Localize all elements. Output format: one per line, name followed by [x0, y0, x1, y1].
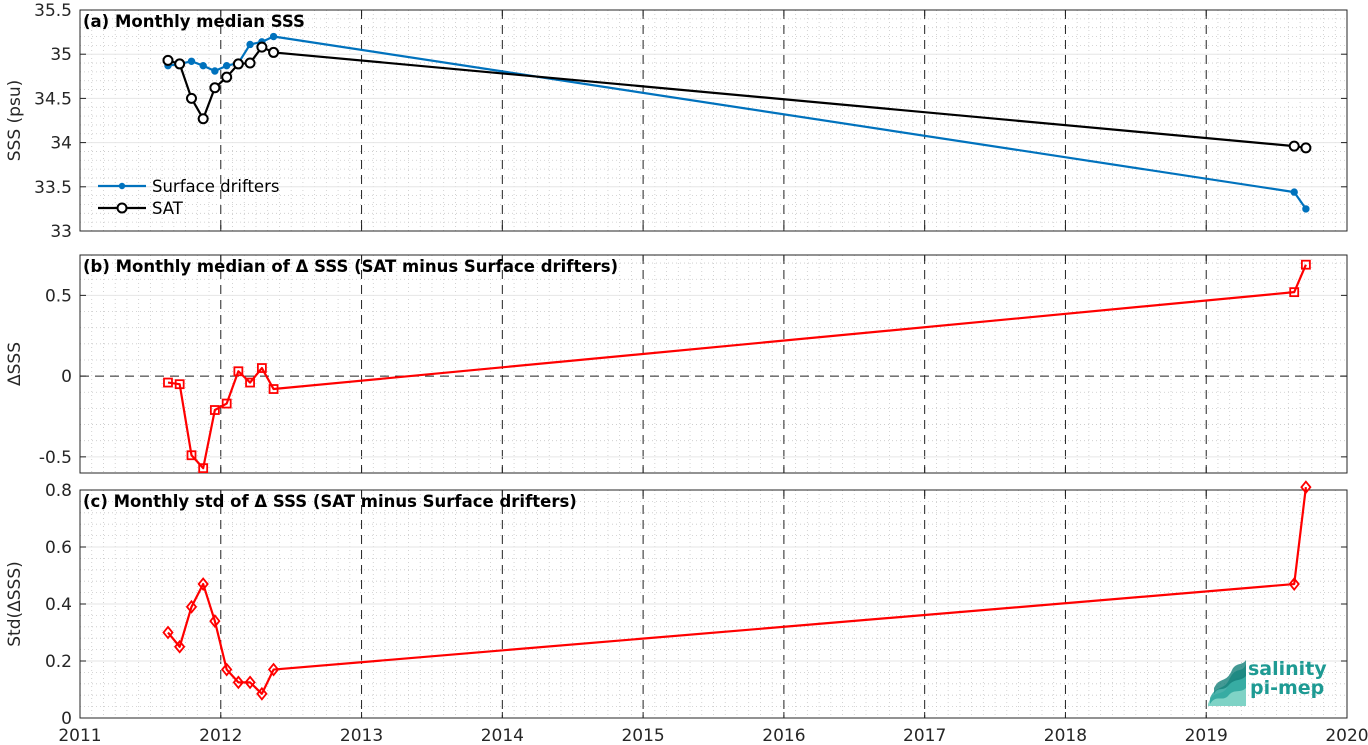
x-tick-label: 2014: [481, 726, 524, 745]
data-point: [1300, 259, 1311, 270]
x-tick-label: 2015: [621, 726, 664, 745]
series-line: [167, 264, 1307, 470]
logo-text-line1: salinity: [1248, 658, 1327, 680]
x-tick-label: 2018: [1044, 726, 1087, 745]
data-point: [197, 577, 209, 591]
data-point: [185, 92, 197, 104]
salinity-pimep-logo: salinity pi-mep: [1206, 656, 1336, 706]
panel-title: (a) Monthly median SSS: [83, 12, 305, 31]
data-point: [221, 662, 233, 677]
data-point: [1300, 142, 1312, 154]
y-tick-label: 0.4: [45, 595, 72, 615]
axes-box: [79, 254, 1348, 474]
data-point: [232, 675, 245, 690]
data-point: [267, 662, 280, 677]
data-point: [256, 363, 267, 373]
data-point: [209, 614, 221, 629]
series-line: [167, 46, 1307, 149]
legend-entry: SAT: [98, 199, 184, 218]
data-point: [244, 675, 256, 690]
legend-entry: Surface drifters: [98, 177, 279, 196]
y-tick-label: 35.5: [34, 1, 72, 21]
series-delta-sss: [163, 259, 1311, 474]
data-point: [1300, 480, 1312, 495]
y-axis-label: Std(ΔSSS): [5, 561, 25, 647]
data-point: [268, 46, 280, 58]
data-point: [256, 41, 268, 53]
data-point: [1288, 140, 1300, 152]
panel-title: (b) Monthly median of Δ SSS (SAT minus S…: [83, 257, 618, 276]
panel-b: -0.5 0 0.5 ΔSSS (b) Monthly median of Δ SSS …: [5, 254, 1348, 474]
data-point: [221, 398, 232, 409]
data-point: [1288, 577, 1300, 591]
y-tick-label: 34: [50, 134, 72, 154]
panel-a: 33 33.5 34 34.5 35 35.5 SSS (psu) (a) Monthly m…: [5, 1, 1348, 242]
x-tick-label: 2020: [1325, 726, 1368, 745]
data-point: [199, 61, 207, 70]
data-point: [162, 54, 174, 66]
data-point: [197, 113, 209, 125]
x-tick-label: 2013: [340, 726, 383, 745]
data-point: [174, 58, 186, 70]
data-point: [1302, 205, 1310, 213]
y-axis-label: SSS (psu): [5, 80, 25, 161]
legend-label: SAT: [152, 199, 184, 218]
data-point: [198, 463, 209, 474]
data-point: [209, 405, 220, 415]
x-tick-label: 2017: [903, 726, 946, 745]
x-tick-label: 2019: [1185, 726, 1228, 745]
wave-logo-icon: [1208, 660, 1246, 706]
data-point: [1289, 287, 1300, 298]
data-point: [256, 686, 268, 701]
data-point: [221, 71, 233, 83]
legend-marker: [118, 182, 126, 190]
y-tick-label: 0.5: [45, 286, 72, 306]
axes-box: [79, 489, 1348, 719]
x-tick-label: 2011: [58, 726, 101, 745]
y-tick-label: 0: [61, 367, 72, 387]
data-point: [174, 639, 186, 654]
data-point: [1290, 188, 1298, 196]
data-point: [244, 57, 256, 69]
data-point: [232, 58, 244, 70]
data-point: [174, 379, 185, 390]
legend: Surface drifters SAT: [98, 177, 279, 218]
panel-c: 0 0.2 0.4 0.6 0.8 Std(ΔSSS) (c) Monthly std of…: [5, 480, 1368, 745]
plot-area: [80, 10, 1347, 231]
y-tick-label: 0.8: [45, 481, 72, 501]
y-tick-label: 33.5: [34, 178, 72, 198]
y-tick-label: 35: [50, 45, 72, 65]
y-tick-label: 0: [61, 709, 72, 729]
legend-label: Surface drifters: [152, 177, 279, 196]
y-tick-label: 0.6: [45, 538, 72, 558]
data-point: [246, 40, 254, 49]
data-point: [187, 57, 196, 65]
data-point: [222, 61, 231, 70]
data-point: [209, 82, 221, 94]
data-point: [245, 377, 255, 388]
series-sat: [162, 41, 1312, 154]
y-tick-label: 33: [50, 222, 72, 242]
series-line: [167, 487, 1307, 695]
y-tick-label: 34.5: [34, 89, 72, 109]
panel-title: (c) Monthly std of Δ SSS (SAT minus Surf…: [83, 492, 577, 511]
data-point: [211, 67, 219, 75]
axes-box: [79, 9, 1348, 232]
data-point: [233, 366, 244, 377]
x-tick-label: 2012: [199, 726, 242, 745]
y-tick-label: 0.2: [45, 652, 72, 672]
data-point: [185, 599, 198, 614]
logo-text-line2: pi-mep: [1250, 677, 1325, 699]
data-point: [186, 450, 197, 461]
data-point: [162, 625, 174, 640]
y-tick-label: -0.5: [39, 448, 72, 468]
data-point: [269, 32, 278, 41]
legend-marker: [116, 202, 128, 214]
x-tick-label: 2016: [762, 726, 805, 745]
series-delta-sss: [162, 480, 1312, 701]
data-point: [268, 384, 279, 394]
data-point: [163, 377, 173, 388]
y-axis-label: ΔSSS: [5, 342, 25, 386]
